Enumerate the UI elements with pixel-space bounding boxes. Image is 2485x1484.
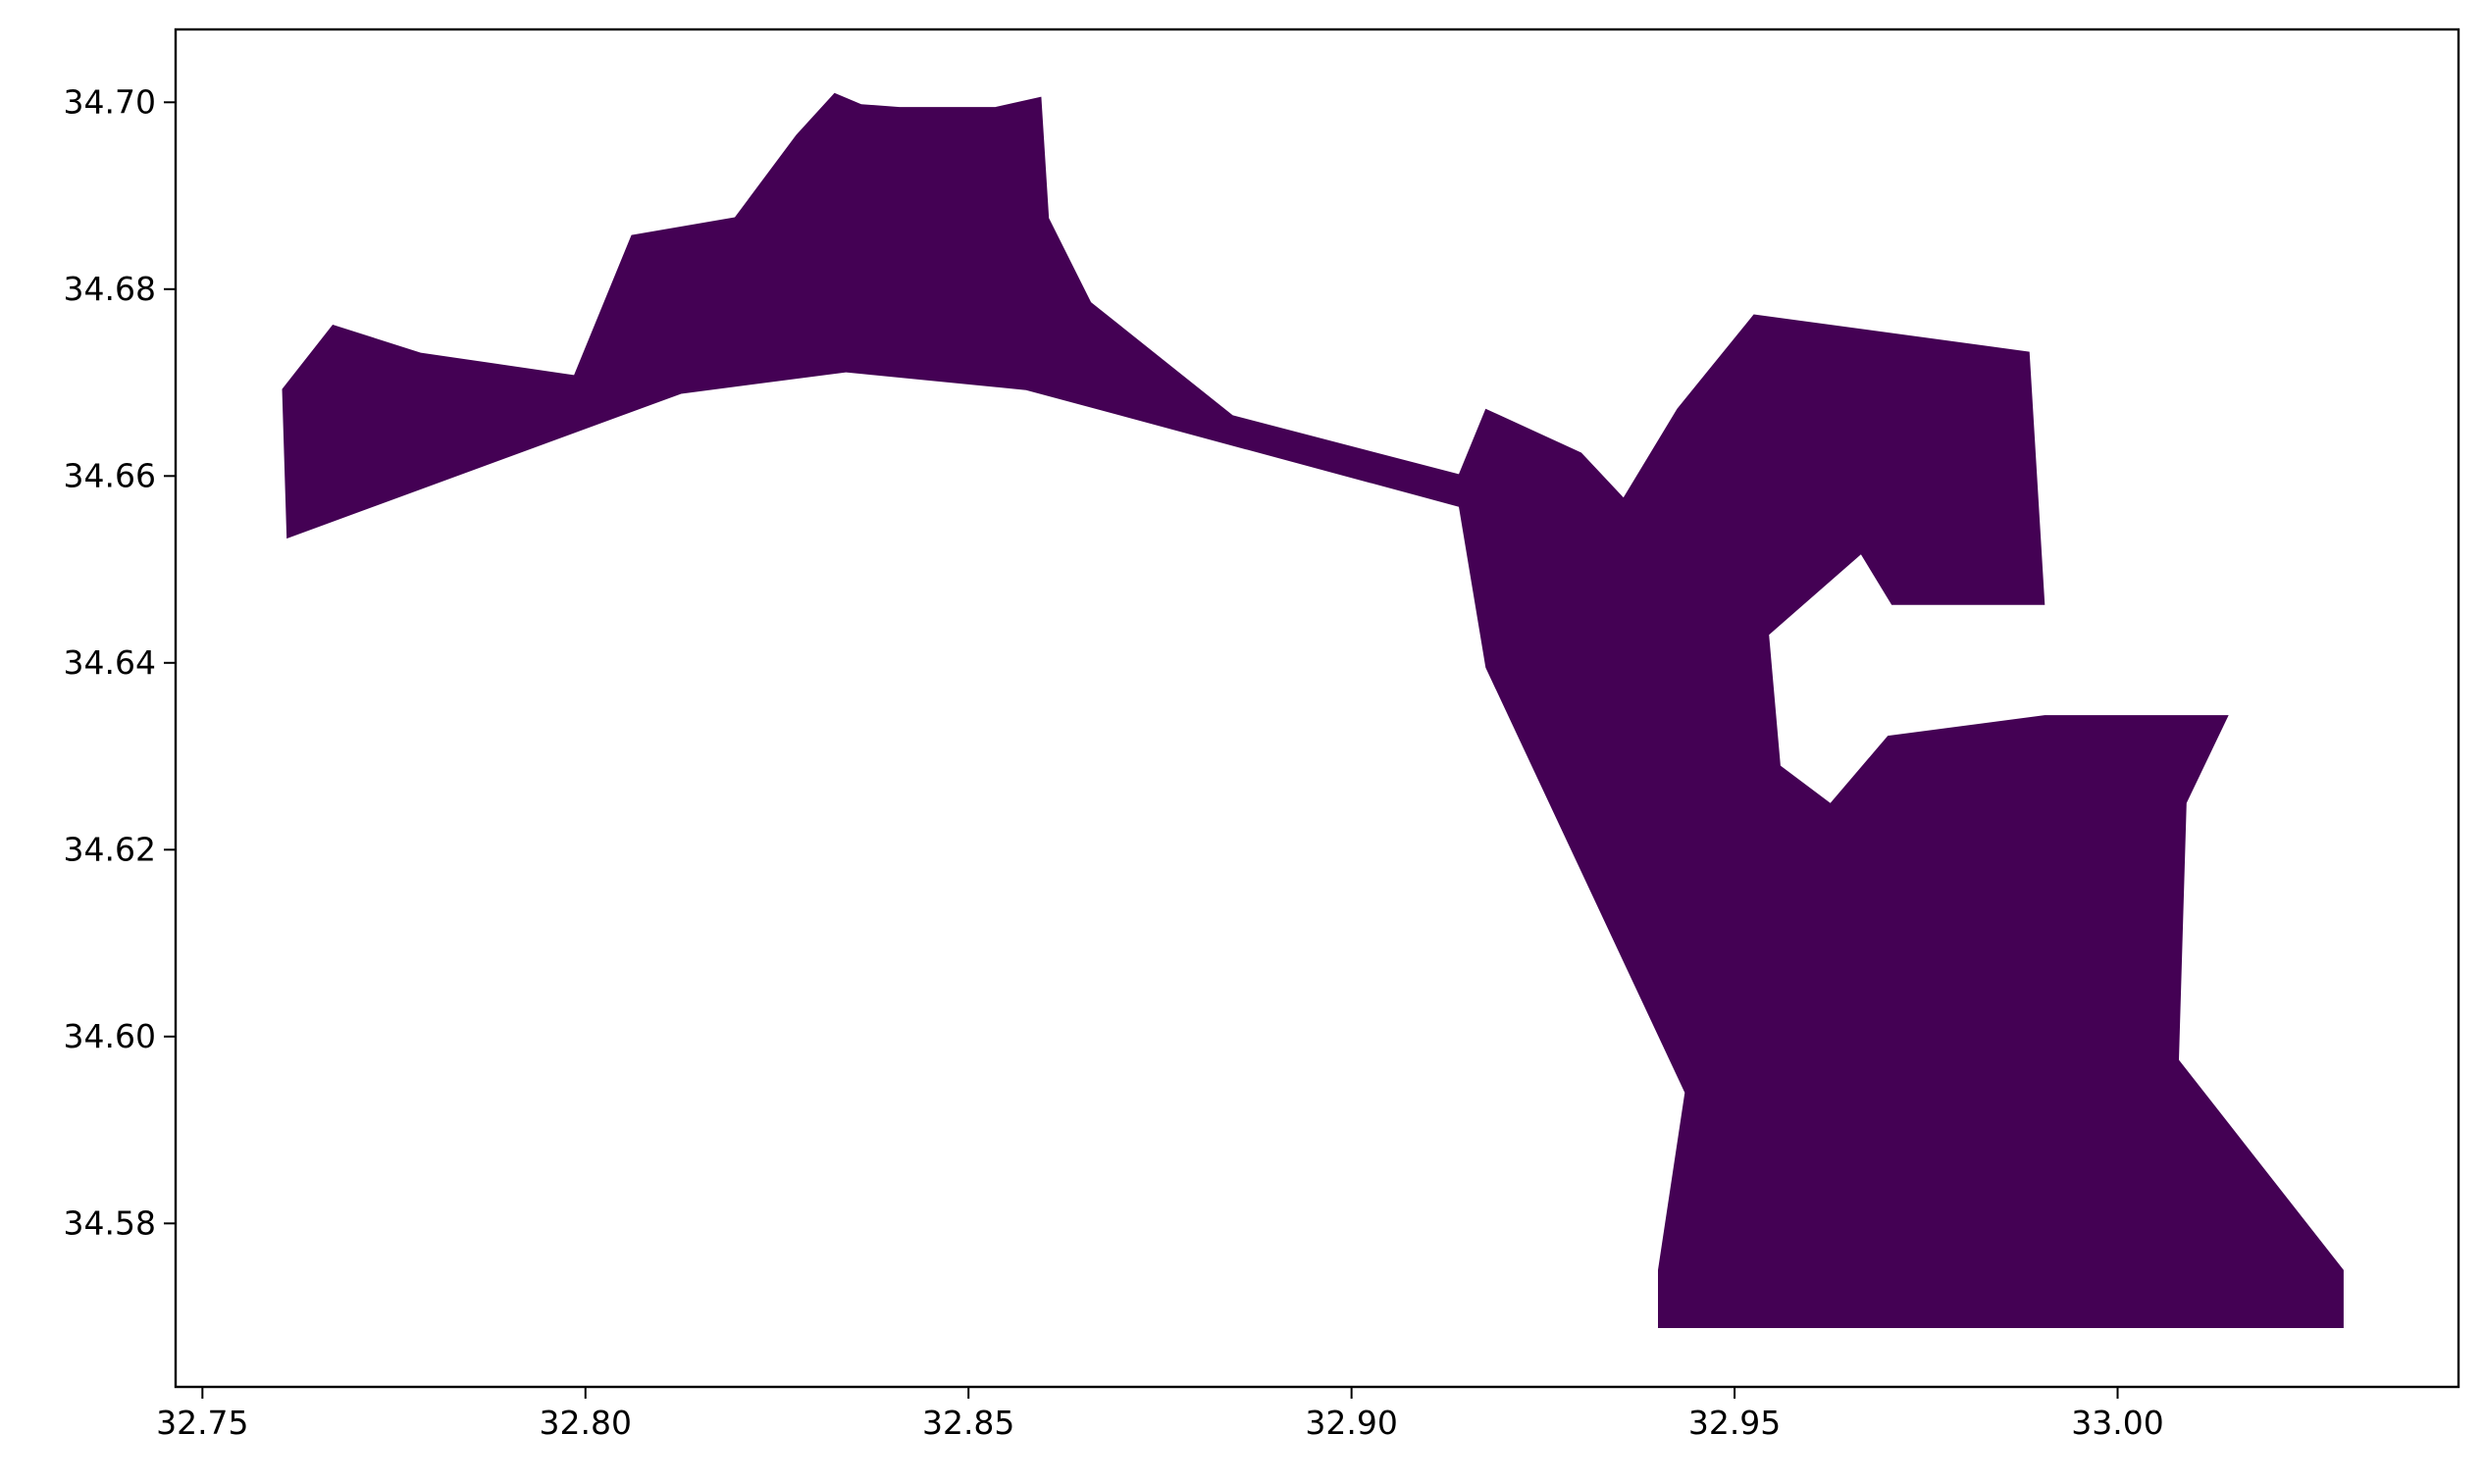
x-tick-label: 33.00 bbox=[2071, 1404, 2163, 1442]
x-tick-label: 32.95 bbox=[1688, 1404, 1781, 1442]
y-tick-label: 34.62 bbox=[64, 830, 156, 868]
y-tick-label: 34.58 bbox=[64, 1203, 156, 1242]
y-tick-label: 34.66 bbox=[64, 456, 156, 494]
y-tick-label: 34.64 bbox=[64, 643, 156, 682]
x-tick-label: 32.75 bbox=[156, 1404, 248, 1442]
x-tick-label: 32.80 bbox=[540, 1404, 632, 1442]
y-tick-label: 34.70 bbox=[64, 82, 156, 121]
y-tick-label: 34.60 bbox=[64, 1017, 156, 1055]
axes-frame bbox=[174, 27, 2460, 1389]
x-tick-label: 32.85 bbox=[922, 1404, 1014, 1442]
plot-area bbox=[282, 92, 2344, 1328]
axes-ticks: 32.75 32.80 32.85 32.90 32.95 33.00 34.58 34.60… bbox=[64, 82, 2164, 1442]
map-region-polygon bbox=[282, 92, 2344, 1328]
x-tick-label: 32.90 bbox=[1305, 1404, 1397, 1442]
y-tick-label: 34.68 bbox=[64, 270, 156, 308]
